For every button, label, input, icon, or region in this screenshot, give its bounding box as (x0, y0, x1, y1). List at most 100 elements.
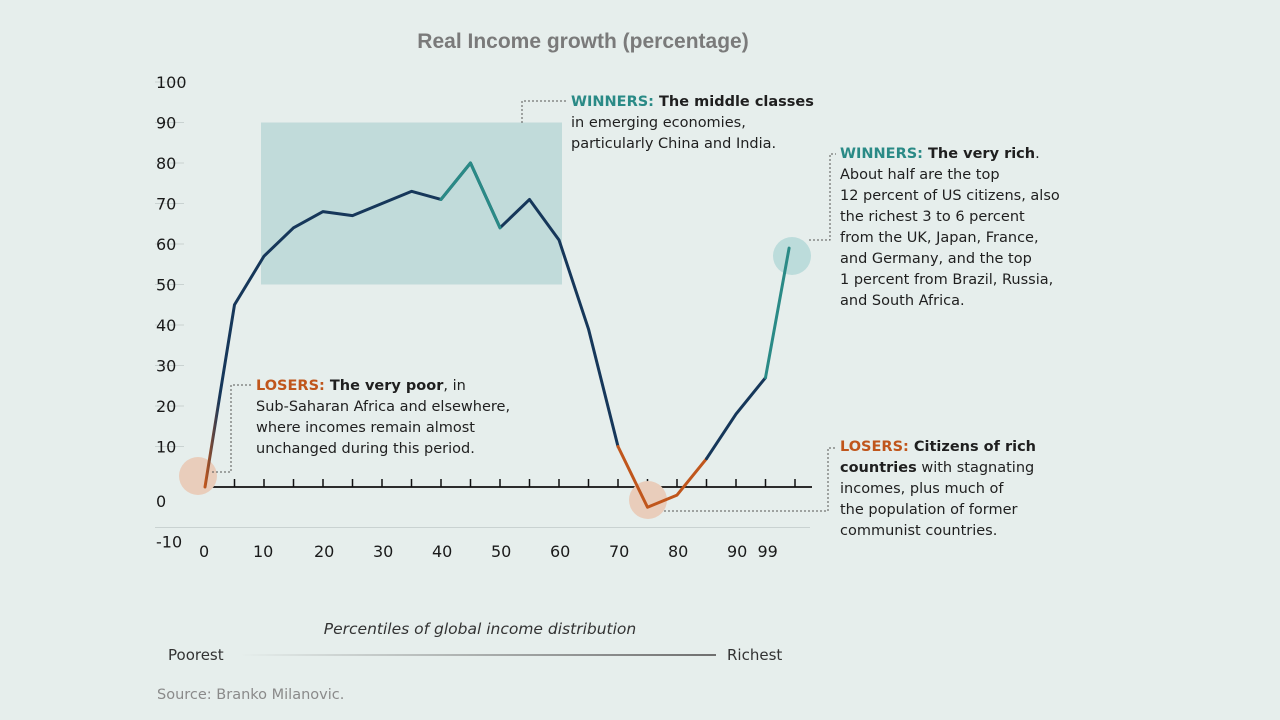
scale-right-label: Richest (727, 646, 783, 664)
chart-title: Real Income growth (percentage) (417, 30, 749, 53)
annotation-losers-rich: LOSERS: Citizens of rich countries with … (840, 437, 1036, 542)
annotation-bold: countries (840, 460, 917, 476)
y-tick-label: 10 (156, 438, 176, 457)
annotation-bold: The very rich (922, 146, 1036, 162)
x-tick-label: 60 (550, 542, 570, 561)
annotation-bold: The very poor (324, 378, 444, 394)
y-tick-label: 0 (156, 492, 166, 511)
data-point (440, 198, 443, 201)
x-tick-label: 80 (668, 542, 688, 561)
annotation-line: where incomes remain almost (256, 420, 475, 436)
x-tick-labels: 0 10 20 30 40 50 60 70 80 90 99 (199, 542, 778, 561)
x-tick-label: 99 (758, 542, 778, 561)
leader-line (212, 384, 252, 473)
data-point (233, 303, 236, 306)
data-point (410, 190, 413, 193)
annotation-line: from the UK, Japan, France, (840, 230, 1039, 246)
data-point (204, 486, 207, 489)
annotation-line: Sub-Saharan Africa and elsewhere, (256, 399, 511, 415)
x-tick-label: 20 (314, 542, 334, 561)
data-point (322, 210, 325, 213)
annotation-winners-middle: WINNERS: The middle classes in emerging … (571, 92, 814, 155)
series-line-teal (439, 161, 502, 230)
series-line (705, 376, 767, 461)
highlight-box-layer (261, 122, 562, 285)
leader-line (664, 447, 836, 512)
leader-line (521, 100, 567, 123)
leader-lines (212, 100, 836, 512)
annotation-winners-rich: WINNERS: The very rich. About half are t… (840, 144, 1060, 312)
series-line-orange (616, 445, 708, 509)
data-point (469, 162, 472, 165)
x-tick-label: 0 (199, 542, 209, 561)
data-point (263, 255, 266, 258)
annotation-bold: The middle classes (653, 94, 814, 110)
data-point (735, 413, 738, 416)
annotation-lead: WINNERS: (840, 146, 923, 162)
annotation-line: 1 percent from Brazil, Russia, (840, 272, 1054, 288)
y-tick-label: 30 (156, 357, 176, 376)
highlight-box (261, 122, 562, 285)
annotation-line: in emerging economies, (571, 115, 746, 131)
annotation-line: and South Africa. (840, 293, 965, 309)
data-point (705, 457, 708, 460)
y-tick-label: 60 (156, 235, 176, 254)
x-tick-label: 90 (727, 542, 747, 561)
annotation-line: 12 percent of US citizens, also (840, 188, 1060, 204)
annotation-line: the richest 3 to 6 percent (840, 209, 1025, 225)
scale-left-label: Poorest (168, 646, 224, 664)
x-tick-label: 70 (609, 542, 629, 561)
series-line (203, 161, 620, 489)
highlight-circles (179, 237, 811, 519)
y-tick-label: 100 (156, 73, 187, 92)
y-tick-label: 20 (156, 397, 176, 416)
data-point (351, 214, 354, 217)
annotation-line: unchanged during this period. (256, 441, 475, 457)
losers-poor-circle (179, 457, 217, 495)
annotation-lead: WINNERS: (571, 94, 654, 110)
y-tick-label: 90 (156, 114, 176, 133)
annotation-line: and Germany, and the top (840, 251, 1032, 267)
leader-line (809, 153, 836, 241)
y-tick-label: -10 (156, 533, 182, 552)
y-tick-label: 80 (156, 154, 176, 173)
annotation-line: particularly China and India. (571, 136, 777, 152)
data-point (558, 238, 561, 241)
data-point (788, 247, 791, 250)
annotation-line: communist countries. (840, 523, 998, 539)
annotation-text: . (1035, 146, 1040, 162)
annotation-lead: LOSERS: (256, 378, 325, 394)
source-note: Source: Branko Milanovic. (157, 687, 345, 703)
y-tick-label: 70 (156, 195, 176, 214)
annotation-line: incomes, plus much of (840, 481, 1004, 497)
data-point (381, 202, 384, 205)
y-tick-label: 40 (156, 316, 176, 335)
data-point (617, 445, 620, 448)
winners-rich-circle (773, 237, 811, 275)
data-point (587, 328, 590, 331)
annotation-bold: Citizens of rich (908, 439, 1037, 455)
data-point (646, 506, 649, 509)
annotation-line: About half are the top (840, 167, 1000, 183)
annotation-line: the population of former (840, 502, 1018, 518)
x-axis (198, 479, 812, 488)
annotation-losers-poor: LOSERS: The very poor, in Sub-Saharan Af… (256, 376, 510, 460)
y-tick-label: 50 (156, 276, 176, 295)
gridlines (155, 81, 810, 528)
data-point (764, 376, 767, 379)
x-tick-label: 30 (373, 542, 393, 561)
series-line-layer (203, 161, 791, 509)
data-point (528, 198, 531, 201)
x-tick-label: 40 (432, 542, 452, 561)
x-tick-label: 50 (491, 542, 511, 561)
series-line-teal (764, 246, 791, 380)
x-axis-label: Percentiles of global income distributio… (323, 620, 637, 638)
annotation-lead: LOSERS: (840, 439, 909, 455)
x-tick-label: 10 (253, 542, 273, 561)
data-point (292, 226, 295, 229)
data-point (499, 226, 502, 229)
income-scale-bar (240, 654, 716, 656)
annotation-text: with stagnating (916, 460, 1035, 476)
